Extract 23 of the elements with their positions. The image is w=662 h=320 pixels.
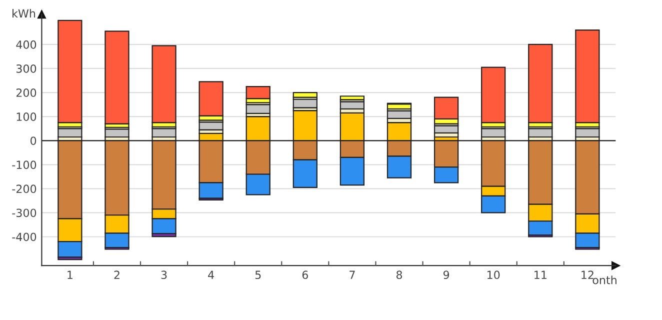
x-axis-title: onth <box>592 276 616 284</box>
x-tick-label: 8 <box>396 270 402 280</box>
x-tick-label: 1 <box>68 270 72 279</box>
x-tick-label: 5 <box>255 270 261 280</box>
y-tick-label: 100 <box>16 112 36 121</box>
y-tick-label: -400 <box>12 232 36 242</box>
y-tick-label: -300 <box>12 208 36 218</box>
x-tick-label: 10 <box>487 270 500 280</box>
x-tick-label: 6 <box>302 270 308 280</box>
y-axis-title: kWh <box>12 9 36 18</box>
x-tick-label: 9 <box>443 270 450 280</box>
x-tick-label: 12 <box>582 270 594 279</box>
y-tick-label: 400 <box>16 40 36 49</box>
x-tick-label: 2 <box>114 270 120 279</box>
x-tick-label: 4 <box>208 270 214 279</box>
y-tick-label: 0 <box>30 136 36 145</box>
x-tick-label: 11 <box>534 270 546 279</box>
y-tick-label: -100 <box>12 160 36 170</box>
y-tick-label: -200 <box>12 184 36 194</box>
y-tick-label: 300 <box>16 64 36 73</box>
x-tick-label: 7 <box>350 270 355 279</box>
y-tick-label: 200 <box>16 88 36 97</box>
x-tick-label: 3 <box>161 270 167 280</box>
